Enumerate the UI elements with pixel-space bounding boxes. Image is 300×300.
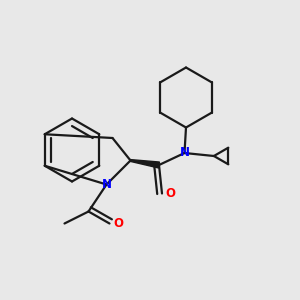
- Text: O: O: [113, 217, 123, 230]
- Text: N: N: [179, 146, 190, 160]
- Polygon shape: [130, 160, 160, 168]
- Text: O: O: [165, 187, 176, 200]
- Text: N: N: [101, 178, 112, 191]
